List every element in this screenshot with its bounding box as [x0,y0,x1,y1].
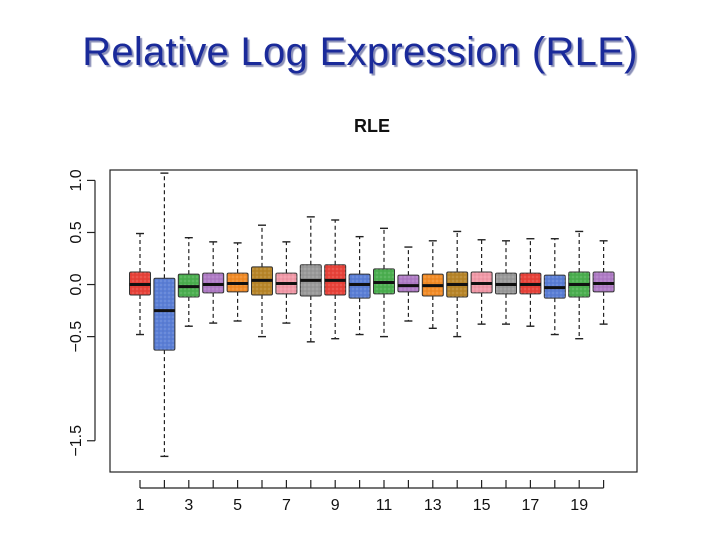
x-tick-label: 5 [233,497,242,514]
box-4 [202,241,225,324]
box-11 [373,227,395,338]
box-texture [349,274,371,299]
y-tick-label: −0.5 [68,321,85,353]
y-tick-label: 0.5 [68,221,85,243]
box-15 [470,239,493,325]
x-tick-label: 3 [184,497,193,514]
x-axis: 1 3 5 7 9 11 13 15 17 19 [136,480,605,514]
y-tick-label: 1.0 [68,169,85,191]
x-tick-label: 11 [376,497,393,514]
box-13 [421,240,444,329]
box-texture [202,273,224,293]
x-tick-label: 13 [424,497,442,514]
y-tick-label: 0.0 [68,273,85,295]
box-1 [129,232,151,336]
box-5 [226,242,249,322]
plot-frame [109,169,638,473]
box-8 [299,216,322,343]
box-2 [153,172,176,458]
box-19 [568,230,591,340]
slide-title: Relative Log Expression (RLE) [82,30,638,74]
box-17 [519,238,542,327]
x-tick-label: 17 [522,497,540,514]
box-9 [324,219,347,340]
boxes-group [129,172,615,458]
box-texture [397,275,419,292]
plot-title: RLE [354,116,390,136]
box-7 [275,241,298,324]
box-3 [177,236,200,327]
x-tick-label: 9 [331,497,340,514]
x-tick-label: 1 [136,497,145,514]
x-tick-label: 7 [282,497,291,514]
y-tick-label: −1.5 [68,425,85,457]
box-12 [397,246,420,322]
box-texture [153,278,175,351]
box-6 [251,224,273,338]
box-texture [593,272,615,292]
x-tick-label: 15 [473,497,491,514]
y-axis: −1.5 −0.5 0.0 0.5 1.0 [68,169,96,457]
box-16 [495,240,517,325]
box-20 [592,240,615,325]
box-14 [446,230,469,338]
x-tick-label: 19 [570,497,588,514]
box-18 [543,238,566,336]
box-10 [348,235,371,336]
